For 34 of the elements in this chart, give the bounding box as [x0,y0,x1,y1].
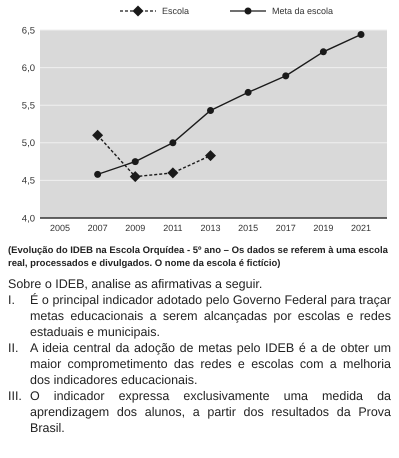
x-tick-label: 2021 [350,223,372,233]
y-tick-label: 5,0 [22,138,35,150]
y-tick-label: 6,5 [22,25,35,36]
x-tick-label: 2007 [88,223,108,233]
x-tick-label: 2011 [163,223,183,233]
point [94,170,102,178]
x-tick-label: 2015 [238,223,258,233]
point [282,72,290,80]
point [167,167,178,178]
point [92,130,104,141]
y-tick-label: 4,5 [22,176,35,187]
text: III. O indicador expressa exclusivamente uma medida da aprendizagem dos alunos, a partir dos resultados da Prova Brasil. [8,388,391,436]
point [358,31,364,38]
point [205,150,216,162]
point [244,88,252,96]
y-tick-label: 4,0 [22,213,35,224]
point [130,171,141,182]
point [169,139,176,146]
text: (Evolução do IDEB na Escola Orquídea - 5º ano – Os dados se referem à uma escola real, processados e divulgados. O nome da escola é fictício) [8,244,389,270]
legend-label: Escola [162,6,190,16]
text: II. A ideia central da adoção de metas pelo IDEB é a de obter um maior comprometimento das redes e escolas com a melhoria dos indicadores educacionais. [8,340,391,388]
x-tick-label: 2017 [276,223,296,233]
y-tick-label: 5,5 [22,100,35,112]
x-tick-label: 2009 [125,223,146,233]
point [207,106,214,114]
x-tick-label: 2005 [50,223,70,233]
legend-label: Meta da escola [272,6,334,16]
point [132,158,139,166]
y-tick-label: 6,0 [22,62,35,74]
text: I. É o principal indicador adotado pelo Governo Federal para traçar metas educacionais a serem alcançadas por escolas e redes estaduais e municipais. [8,293,391,339]
point [320,48,327,56]
x-tick-label: 2013 [200,223,221,233]
x-tick-label: 2019 [313,223,334,233]
text: Sobre o IDEB, analise as afirmativas a seguir. [8,276,264,292]
